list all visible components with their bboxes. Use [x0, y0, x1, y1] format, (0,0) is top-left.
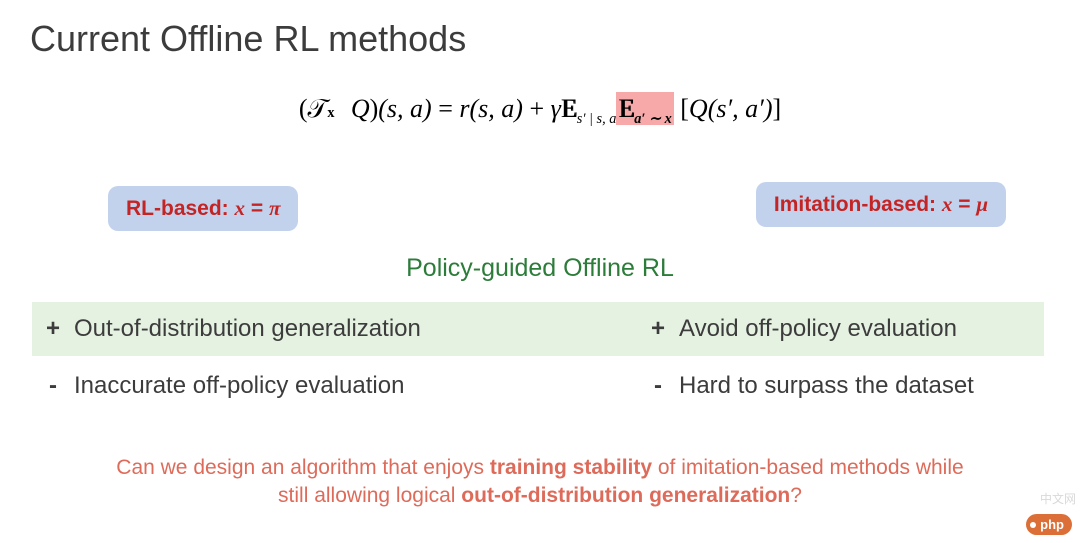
imitation-based-pill: Imitation-based: x = μ	[756, 182, 1006, 227]
equation-sup-x: x	[327, 105, 334, 122]
equation-Q: Q	[351, 94, 370, 123]
equation-r: r(s, a)	[459, 94, 523, 123]
equation-eq: =	[432, 94, 460, 123]
equation-gamma: γ	[551, 94, 561, 123]
expectation-sprime: E	[561, 94, 577, 124]
highlighted-expectation: Ea′ ∼ x	[616, 92, 673, 125]
con-right: Hard to surpass the dataset	[679, 372, 974, 400]
equation-plus: +	[523, 94, 551, 123]
php-badge: php	[1026, 514, 1072, 535]
pro-right: Avoid off-policy evaluation	[679, 315, 957, 343]
q-bold1: training stability	[490, 456, 652, 479]
watermark-text: 中文网	[1040, 490, 1076, 507]
q-line1b: of imitation-based methods while	[652, 456, 964, 479]
policy-guided-label: Policy-guided Offline RL	[0, 254, 1080, 283]
equation-bracket-open: [	[674, 94, 689, 123]
q-line2a: still allowing logical	[278, 484, 461, 507]
q-bold2: out-of-distribution generalization	[461, 484, 790, 507]
q-line2b: ?	[790, 484, 802, 507]
slide: Current Offline RL methods (𝒯xQ)(s, a) =…	[0, 0, 1080, 543]
page-title: Current Offline RL methods	[30, 18, 466, 60]
equation-Q2: Q	[689, 94, 708, 123]
minus-sign-right: -	[637, 372, 679, 400]
plus-sign-left: +	[32, 315, 74, 343]
pro-left: Out-of-distribution generalization	[74, 315, 421, 343]
equation-sub1: s′ | s, a	[577, 111, 617, 127]
cons-row: - Inaccurate off-policy evaluation - Har…	[32, 359, 1044, 413]
pros-row: + Out-of-distribution generalization + A…	[32, 302, 1044, 356]
plus-sign-right: +	[637, 315, 679, 343]
equation-bracket-close: ]	[773, 94, 782, 123]
bellman-equation: (𝒯xQ)(s, a) = r(s, a) + γEs′ | s, aEa′ ∼…	[0, 94, 1080, 128]
equation-sub2: a′ ∼ x	[634, 111, 671, 127]
con-left: Inaccurate off-policy evaluation	[74, 372, 404, 400]
equation-args: (s, a)	[378, 94, 431, 123]
equation-Q2-args: (s′, a′)	[708, 94, 773, 123]
q-line1a: Can we design an algorithm that enjoys	[116, 456, 490, 479]
research-question: Can we design an algorithm that enjoys t…	[100, 454, 980, 511]
rl-based-pill: RL-based: x = π	[108, 186, 298, 231]
minus-sign-left: -	[32, 372, 74, 400]
